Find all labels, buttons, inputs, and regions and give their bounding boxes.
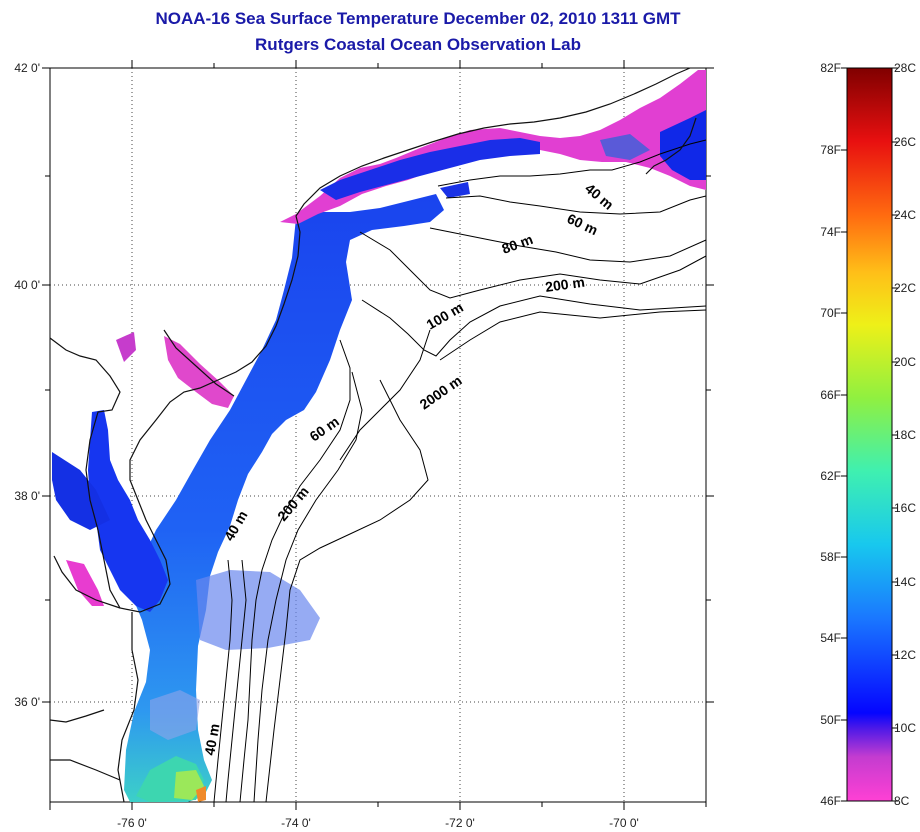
colorbar-c-label: 8C: [894, 794, 910, 808]
map-title: NOAA-16 Sea Surface Temperature December…: [155, 9, 681, 28]
lon-label: -74 0': [281, 816, 311, 830]
colorbar-f-label: 70F: [820, 306, 841, 320]
bathymetry-contours: [213, 139, 707, 803]
map-subtitle: Rutgers Coastal Ocean Observation Lab: [255, 35, 581, 54]
colorbar-f-label: 46F: [820, 794, 841, 808]
colorbar-f-label: 78F: [820, 143, 841, 157]
colorbar-c-label: 22C: [894, 281, 917, 295]
colorbar-c-label: 18C: [894, 428, 917, 442]
axis-ticks: [42, 60, 714, 810]
graticule: [50, 68, 706, 802]
lat-label: 38 0': [14, 489, 40, 503]
colorbar: [846, 67, 893, 802]
isobath-label: 200 m: [544, 274, 586, 295]
colorbar-f-label: 66F: [820, 388, 841, 402]
colorbar-f-label: 58F: [820, 550, 841, 564]
lon-label: -76 0': [117, 816, 147, 830]
colorbar-f-label: 82F: [820, 61, 841, 75]
colorbar-f-label: 62F: [820, 469, 841, 483]
estuaries: [52, 332, 234, 612]
lon-label: -72 0': [445, 816, 475, 830]
colorbar-c-label: 26C: [894, 135, 917, 149]
colorbar-c-label: 28C: [894, 61, 917, 75]
coastline: [49, 67, 697, 803]
isobath-label: 40 m: [201, 722, 222, 756]
colorbar-f-label: 54F: [820, 631, 841, 645]
colorbar-ticks: [841, 67, 898, 802]
colorbar-c-label: 24C: [894, 208, 917, 222]
lat-label: 40 0': [14, 278, 40, 292]
lat-label: 36 0': [14, 695, 40, 709]
colorbar-c-label: 14C: [894, 575, 917, 589]
colorbar-c-label: 16C: [894, 501, 917, 515]
colorbar-f-label: 74F: [820, 225, 841, 239]
lon-label: -70 0': [609, 816, 639, 830]
lat-label: 42 0': [14, 61, 40, 75]
colorbar-c-label: 12C: [894, 648, 917, 662]
sst-shelf-water: [124, 194, 444, 802]
colorbar-c-label: 20C: [894, 355, 917, 369]
colorbar-f-label: 50F: [820, 713, 841, 727]
colorbar-c-label: 10C: [894, 721, 917, 735]
